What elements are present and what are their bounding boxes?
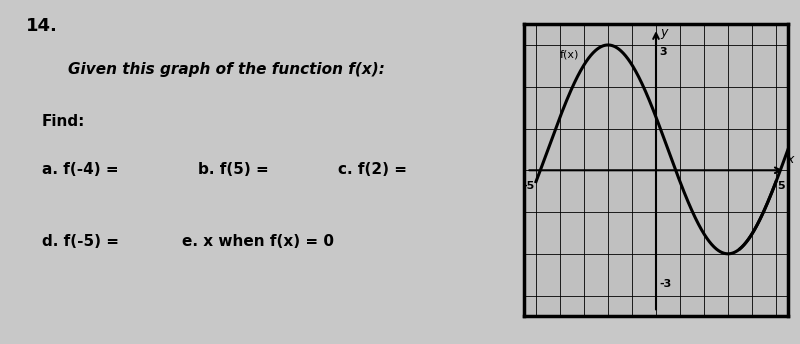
Text: a. f(-4) =: a. f(-4) = <box>42 162 118 177</box>
Text: b. f(5) =: b. f(5) = <box>198 162 268 177</box>
Text: Given this graph of the function f(x):: Given this graph of the function f(x): <box>67 62 385 77</box>
Text: -3: -3 <box>659 279 672 289</box>
Text: -5: -5 <box>522 181 534 191</box>
Text: f(x): f(x) <box>560 49 579 59</box>
Text: 5: 5 <box>778 181 785 191</box>
Text: c. f(2) =: c. f(2) = <box>338 162 407 177</box>
Text: d. f(-5) =: d. f(-5) = <box>42 234 118 249</box>
Text: 14.: 14. <box>26 17 58 35</box>
Text: x: x <box>787 153 794 166</box>
Text: e. x when f(x) = 0: e. x when f(x) = 0 <box>182 234 334 249</box>
Text: Find:: Find: <box>42 114 85 129</box>
Text: 3: 3 <box>659 47 667 57</box>
Text: y: y <box>661 26 668 39</box>
